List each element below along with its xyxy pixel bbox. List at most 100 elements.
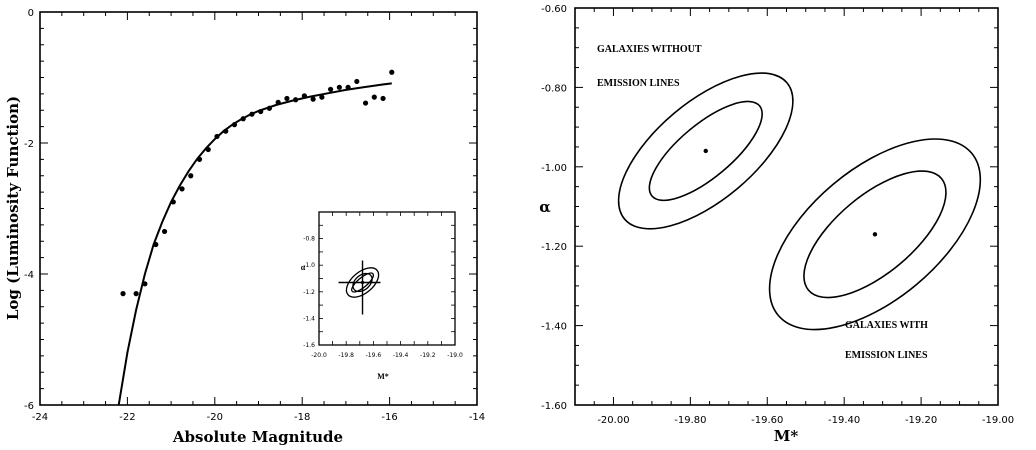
best-fit-point bbox=[872, 232, 878, 237]
x-tick-label: -24 bbox=[32, 412, 48, 423]
data-point bbox=[354, 78, 360, 85]
right-ylabel: α bbox=[539, 198, 551, 216]
right-axis-ticks bbox=[574, 7, 999, 406]
y-tick-label: -1.00 bbox=[541, 163, 567, 174]
data-point bbox=[319, 94, 325, 100]
inset-best-fit-point bbox=[360, 280, 365, 285]
y-tick-label: -1.60 bbox=[541, 401, 567, 412]
inset-confidence-ellipse bbox=[352, 272, 373, 293]
confidence-ellipse bbox=[803, 170, 947, 299]
inset-y-tick-label: -0.8 bbox=[303, 236, 315, 243]
data-point bbox=[249, 111, 255, 117]
data-point bbox=[336, 84, 342, 90]
x-tick-label: -18 bbox=[294, 412, 310, 423]
y-tick-label: -4 bbox=[24, 270, 34, 281]
data-point bbox=[301, 93, 307, 99]
x-tick-label: -20 bbox=[207, 412, 223, 423]
data-point bbox=[284, 95, 290, 102]
x-tick-label: -19.40 bbox=[828, 415, 860, 426]
inset-x-tick-label: -19.4 bbox=[393, 352, 409, 359]
left-data-points bbox=[120, 69, 395, 297]
y-tick-label: -2 bbox=[24, 139, 34, 150]
annotation-with-line2: EMISSION LINES bbox=[845, 350, 928, 361]
data-point bbox=[153, 241, 159, 248]
data-point bbox=[389, 69, 395, 75]
x-tick-label: -22 bbox=[119, 412, 135, 423]
left-ylabel: Log (Luminosity Function) bbox=[4, 96, 22, 320]
data-point bbox=[223, 128, 229, 134]
data-point bbox=[142, 281, 148, 287]
x-tick-label: -19.80 bbox=[674, 415, 706, 426]
inset-y-tick-label: -1.6 bbox=[303, 342, 315, 349]
confidence-ellipse bbox=[768, 138, 982, 331]
inset-x-tick-label: -19.0 bbox=[447, 352, 463, 359]
inset-frame bbox=[318, 211, 456, 346]
inset-contours bbox=[338, 260, 381, 315]
data-point bbox=[362, 100, 369, 106]
data-point bbox=[310, 96, 316, 102]
data-point bbox=[231, 122, 238, 128]
data-point bbox=[380, 95, 386, 102]
inset-y-tick-label: -1.4 bbox=[303, 315, 315, 322]
x-tick-label: -19.20 bbox=[905, 415, 937, 426]
data-point bbox=[293, 97, 299, 103]
right-tick-labels: -20.00 -19.80 -19.60 -19.40 -19.20 -19.00 -0.6… bbox=[541, 4, 1014, 426]
annotation-without-line1: GALAXIES WITHOUT bbox=[597, 44, 702, 55]
right-xlabel: M* bbox=[774, 427, 799, 445]
x-tick-label: -20.00 bbox=[597, 415, 629, 426]
confidence-ellipse bbox=[648, 100, 763, 202]
data-point bbox=[205, 146, 211, 153]
inset-x-tick-label: -19.2 bbox=[420, 352, 436, 359]
inset-confidence-ellipse bbox=[351, 272, 375, 293]
data-point bbox=[371, 94, 377, 100]
right-plot-frame bbox=[574, 7, 999, 406]
data-point bbox=[179, 186, 185, 192]
data-point bbox=[328, 86, 334, 92]
left-xlabel: Absolute Magnitude bbox=[172, 428, 343, 446]
x-tick-label: -19.00 bbox=[982, 415, 1014, 426]
data-point bbox=[266, 105, 273, 111]
data-point bbox=[188, 173, 194, 179]
left-panel: -24 -22 -20 -18 -16 -14-6-4-20 -20.0 -19.8 -19.… bbox=[4, 8, 485, 446]
data-point bbox=[120, 291, 126, 297]
inset-y-tick-label: -1.2 bbox=[303, 289, 315, 296]
y-tick-label: -1.20 bbox=[541, 242, 567, 253]
data-point bbox=[214, 133, 220, 140]
data-point bbox=[161, 228, 168, 235]
inset-y-tick-label: -1.0 bbox=[303, 262, 315, 269]
inset-x-tick-label: -19.6 bbox=[366, 352, 382, 359]
data-point bbox=[345, 84, 351, 90]
right-contours bbox=[617, 72, 982, 331]
inset-ylabel: α bbox=[301, 263, 306, 272]
inset-plot: -20.0 -19.8 -19.6 -19.4 -19.2 -19.0 -0.8 -1.0 -1… bbox=[301, 211, 463, 381]
data-point bbox=[170, 199, 176, 205]
confidence-ellipse bbox=[617, 72, 794, 230]
data-point bbox=[275, 99, 281, 105]
left-plot-frame bbox=[39, 11, 478, 406]
annotation-without-line2: EMISSION LINES bbox=[597, 78, 680, 89]
left-tick-labels: -24 -22 -20 -18 -16 -14-6-4-20 bbox=[24, 8, 485, 423]
left-axis-ticks bbox=[39, 11, 478, 406]
annotation-with-line1: GALAXIES WITH bbox=[845, 320, 928, 331]
y-tick-label: 0 bbox=[28, 8, 34, 19]
data-point bbox=[133, 291, 139, 297]
x-tick-label: -16 bbox=[381, 412, 397, 423]
data-point bbox=[196, 156, 203, 162]
inset-x-tick-label: -20.0 bbox=[311, 352, 327, 359]
inset-axis-ticks bbox=[318, 211, 456, 346]
y-tick-label: -0.80 bbox=[541, 83, 567, 94]
y-tick-label: -6 bbox=[24, 401, 34, 412]
x-tick-label: -14 bbox=[469, 412, 485, 423]
y-tick-label: -1.40 bbox=[541, 322, 567, 333]
right-panel: -20.00 -19.80 -19.60 -19.40 -19.20 -19.00 -0.6… bbox=[539, 4, 1014, 445]
data-point bbox=[240, 116, 246, 122]
data-point bbox=[258, 108, 264, 115]
x-tick-label: -19.60 bbox=[751, 415, 783, 426]
inset-x-tick-label: -19.8 bbox=[338, 352, 354, 359]
inset-tick-labels: -20.0 -19.8 -19.6 -19.4 -19.2 -19.0 -0.8 -1.0 -1… bbox=[303, 236, 463, 359]
best-fit-point bbox=[703, 148, 708, 154]
inset-xlabel: M* bbox=[377, 372, 389, 381]
inset-confidence-ellipse bbox=[345, 267, 380, 298]
y-tick-label: -0.60 bbox=[541, 4, 567, 15]
